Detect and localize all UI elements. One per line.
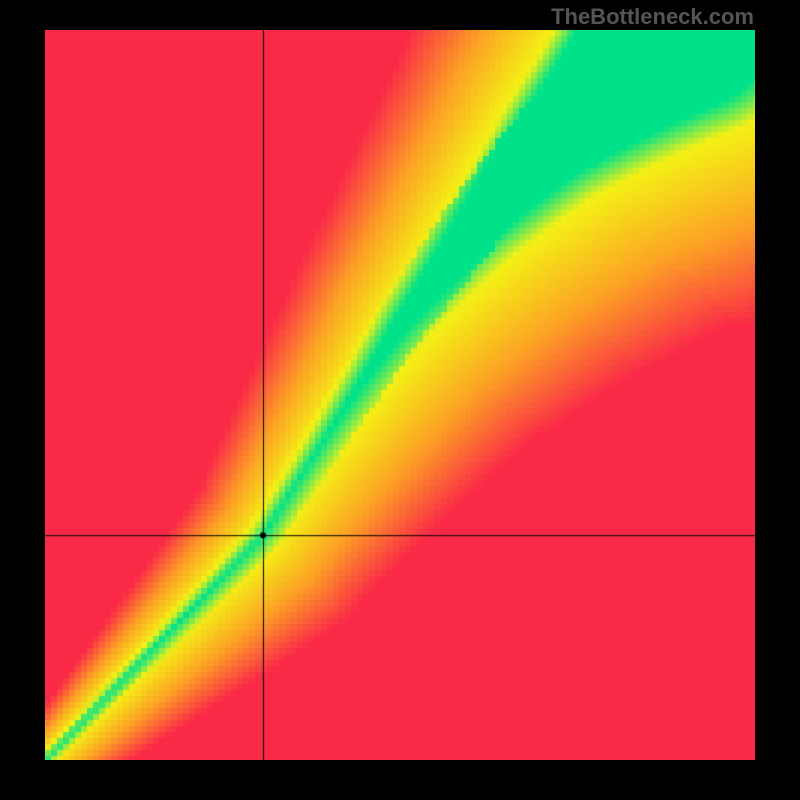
bottleneck-heatmap	[45, 30, 755, 760]
chart-container: { "canvas": { "width": 800, "height": 80…	[0, 0, 800, 800]
watermark-text: TheBottleneck.com	[551, 4, 754, 30]
